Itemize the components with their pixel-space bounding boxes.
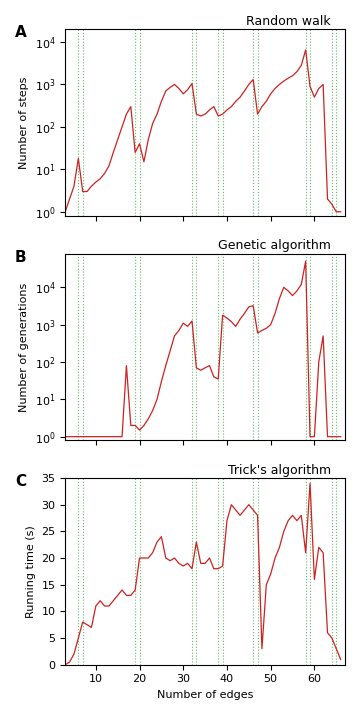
Text: C: C	[15, 474, 26, 489]
X-axis label: Number of edges: Number of edges	[157, 690, 253, 700]
Text: Genetic algorithm: Genetic algorithm	[218, 240, 331, 252]
Text: Random walk: Random walk	[246, 15, 331, 28]
Y-axis label: Running time (s): Running time (s)	[26, 525, 36, 618]
Text: B: B	[15, 250, 27, 265]
Text: A: A	[15, 26, 27, 41]
Text: Trick's algorithm: Trick's algorithm	[228, 464, 331, 477]
Y-axis label: Number of steps: Number of steps	[19, 77, 29, 169]
Y-axis label: Number of generations: Number of generations	[19, 282, 29, 412]
